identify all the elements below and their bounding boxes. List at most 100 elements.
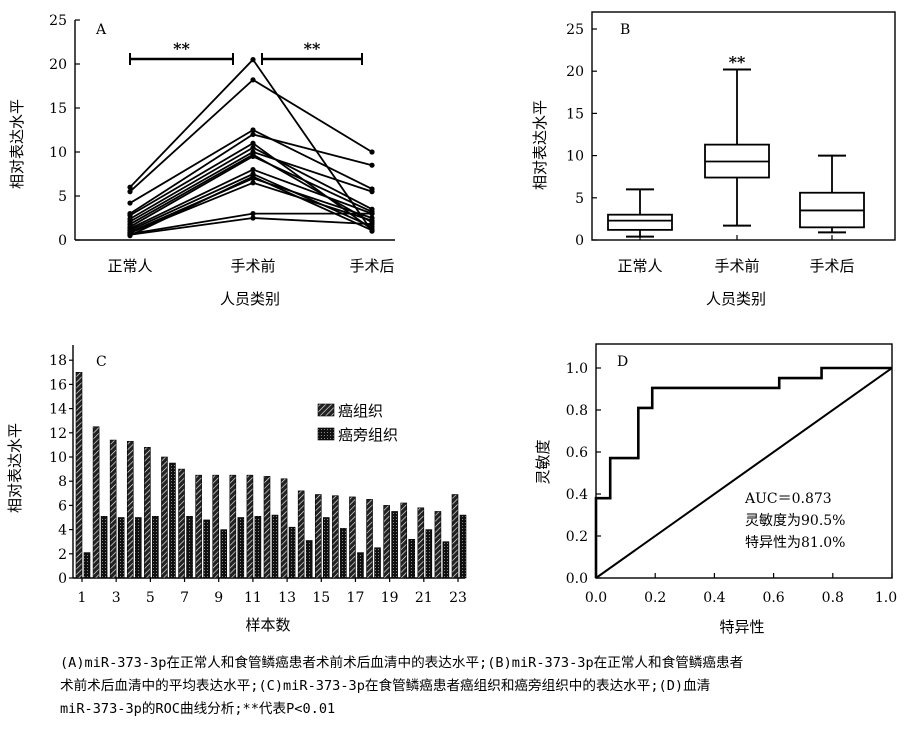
panel-c-bar-tumor xyxy=(314,494,322,579)
panel-d-reference-line xyxy=(595,367,893,579)
panel-c-x-tick-label: 5 xyxy=(146,590,155,606)
panel-c-bar-tumor xyxy=(75,371,83,579)
panel-c-legend-label: 癌旁组织 xyxy=(338,426,398,444)
panel-c-letter: C xyxy=(96,354,107,370)
panel-b-letter: B xyxy=(620,22,630,38)
panel-a-point xyxy=(250,145,256,151)
panel-c-bar-tumor xyxy=(92,426,100,579)
panel-a-point xyxy=(250,127,256,133)
panel-a-y-tick-label: 0 xyxy=(58,233,67,249)
panel-d-y-tick-label: 1.0 xyxy=(566,361,588,377)
panel-b-x-tick-label: 手术后 xyxy=(809,257,854,275)
panel-a-point xyxy=(369,162,375,168)
panel-a-paired-line xyxy=(129,217,373,236)
panel-a-paired-line xyxy=(129,128,373,204)
panel-c-bar-tumor xyxy=(332,495,339,579)
panel-d-frame xyxy=(595,343,893,579)
panel-c-bar-adjacent xyxy=(220,529,228,579)
panel-c-bar-tumor xyxy=(366,499,373,579)
panel-d-y-tick-label: 0.8 xyxy=(566,403,588,419)
panel-c-legend-swatch xyxy=(317,427,335,441)
panel-a-point xyxy=(250,153,256,159)
panel-c-bar-adjacent xyxy=(169,462,176,579)
panel-b-y-tick-label: 10 xyxy=(566,149,584,165)
panel-c-bar-adjacent xyxy=(391,511,398,579)
panel-d-y-tick-label: 0.2 xyxy=(566,529,588,545)
panel-c-y-tick-label: 18 xyxy=(49,353,67,369)
panel-b: B 相对表达水平 人员类别 0 5 10 15 20 25 正常人 手术前 手术后 ** xyxy=(531,11,896,308)
panel-c-x-tick-label: 19 xyxy=(381,590,399,606)
panel-c-bar-adjacent xyxy=(152,515,159,579)
panel-a-point xyxy=(250,215,256,221)
panel-c-x-tick-label: 3 xyxy=(112,590,121,606)
panel-c-bar-adjacent xyxy=(408,538,416,579)
panel-c-bar-adjacent xyxy=(322,517,330,579)
panel-b-y-tick-label: 20 xyxy=(566,64,584,80)
panel-c-x-tick-label: 11 xyxy=(244,590,262,606)
panel-d-ylabel: 灵敏度 xyxy=(534,439,552,484)
panel-a-significance: ** xyxy=(304,39,321,58)
panel-c-y-tick-label: 4 xyxy=(58,523,67,539)
panel-c-bar-adjacent xyxy=(117,517,125,579)
panel-a-x-tick-label: 手术后 xyxy=(349,257,394,275)
panel-b-y-tick-label: 5 xyxy=(575,191,584,207)
panel-c-bar-adjacent xyxy=(134,517,142,579)
panel-c-x-tick-label: 7 xyxy=(180,590,189,606)
panel-a-point xyxy=(369,149,375,155)
panel-c-legend-swatch xyxy=(317,403,335,417)
panel-c-y-tick-label: 2 xyxy=(58,547,67,563)
panel-b-box xyxy=(607,213,673,231)
panel-c-x-tick-label: 17 xyxy=(347,590,365,606)
panel-d-x-tick-label: 1.0 xyxy=(875,590,897,606)
panel-c-legend-label: 癌组织 xyxy=(338,402,383,420)
panel-c-bar-tumor xyxy=(349,496,356,579)
panel-c-bar-tumor xyxy=(417,507,425,579)
panel-d: D 灵敏度 特异性 0.0 0.2 0.4 0.6 0.8 1.0 0.0 0.2 0.4 0.6… xyxy=(534,343,897,636)
panel-a-point xyxy=(250,140,256,146)
panel-a-y-tick-label: 5 xyxy=(58,189,67,205)
panel-a-point xyxy=(369,189,375,195)
panel-c-bar-tumor xyxy=(109,439,117,579)
panel-d-annotation: 灵敏度为90.5% xyxy=(745,513,845,529)
panel-d-annotation: 特异性为81.0% xyxy=(745,535,845,551)
panel-a: A 相对表达水平 人员类别 0 5 10 15 20 25 正常人 手术前 手术后 ** ** xyxy=(8,13,395,308)
panel-a-point xyxy=(369,221,375,227)
panel-d-y-tick-label: 0.4 xyxy=(566,487,588,503)
panel-c-bar-adjacent xyxy=(288,526,296,579)
panel-a-letter: A xyxy=(95,22,107,38)
panel-c-bar-tumor xyxy=(178,468,185,579)
panel-c-bar-adjacent xyxy=(100,515,108,579)
panel-a-point xyxy=(369,211,375,217)
panel-c-x-tick-label: 13 xyxy=(278,590,296,606)
panel-d-annotation: AUC＝0.873 xyxy=(744,491,832,507)
panel-d-xlabel: 特异性 xyxy=(719,618,764,636)
panel-c-bar-tumor xyxy=(144,447,151,579)
panel-c-bar-adjacent xyxy=(237,517,245,579)
panel-b-frame xyxy=(591,11,896,241)
panel-c-bar-adjacent xyxy=(442,541,450,579)
panel-c-x-tick-label: 15 xyxy=(312,590,330,606)
panel-d-y-tick-label: 0.0 xyxy=(566,571,588,587)
panel-a-x-tick-label: 手术前 xyxy=(230,257,275,275)
panel-c-x-tick-label: 9 xyxy=(214,590,223,606)
panel-d-x-tick-label: 0.6 xyxy=(762,590,784,606)
panel-c-bar-adjacent xyxy=(186,515,193,579)
panel-c-bar-tumor xyxy=(161,456,168,579)
panel-c-y-tick-label: 14 xyxy=(49,402,67,418)
panel-c-bar-adjacent xyxy=(425,529,433,579)
panel-c-bar-tumor xyxy=(297,490,305,579)
panel-c-bar-adjacent xyxy=(203,519,210,579)
panel-a-point xyxy=(250,180,256,186)
panel-c-y-tick-label: 6 xyxy=(58,498,67,514)
panel-a-point xyxy=(250,211,256,217)
panel-b-significance: ** xyxy=(729,53,746,72)
panel-a-y-tick-label: 15 xyxy=(49,101,67,117)
panel-c-bar-adjacent xyxy=(83,552,91,579)
panel-d-y-tick-label: 0.6 xyxy=(566,445,588,461)
panel-b-x-tick-label: 手术前 xyxy=(714,257,759,275)
panel-c-bar-tumor xyxy=(229,474,237,579)
panel-a-point xyxy=(250,77,256,83)
panel-a-x-tick-label: 正常人 xyxy=(107,257,152,275)
